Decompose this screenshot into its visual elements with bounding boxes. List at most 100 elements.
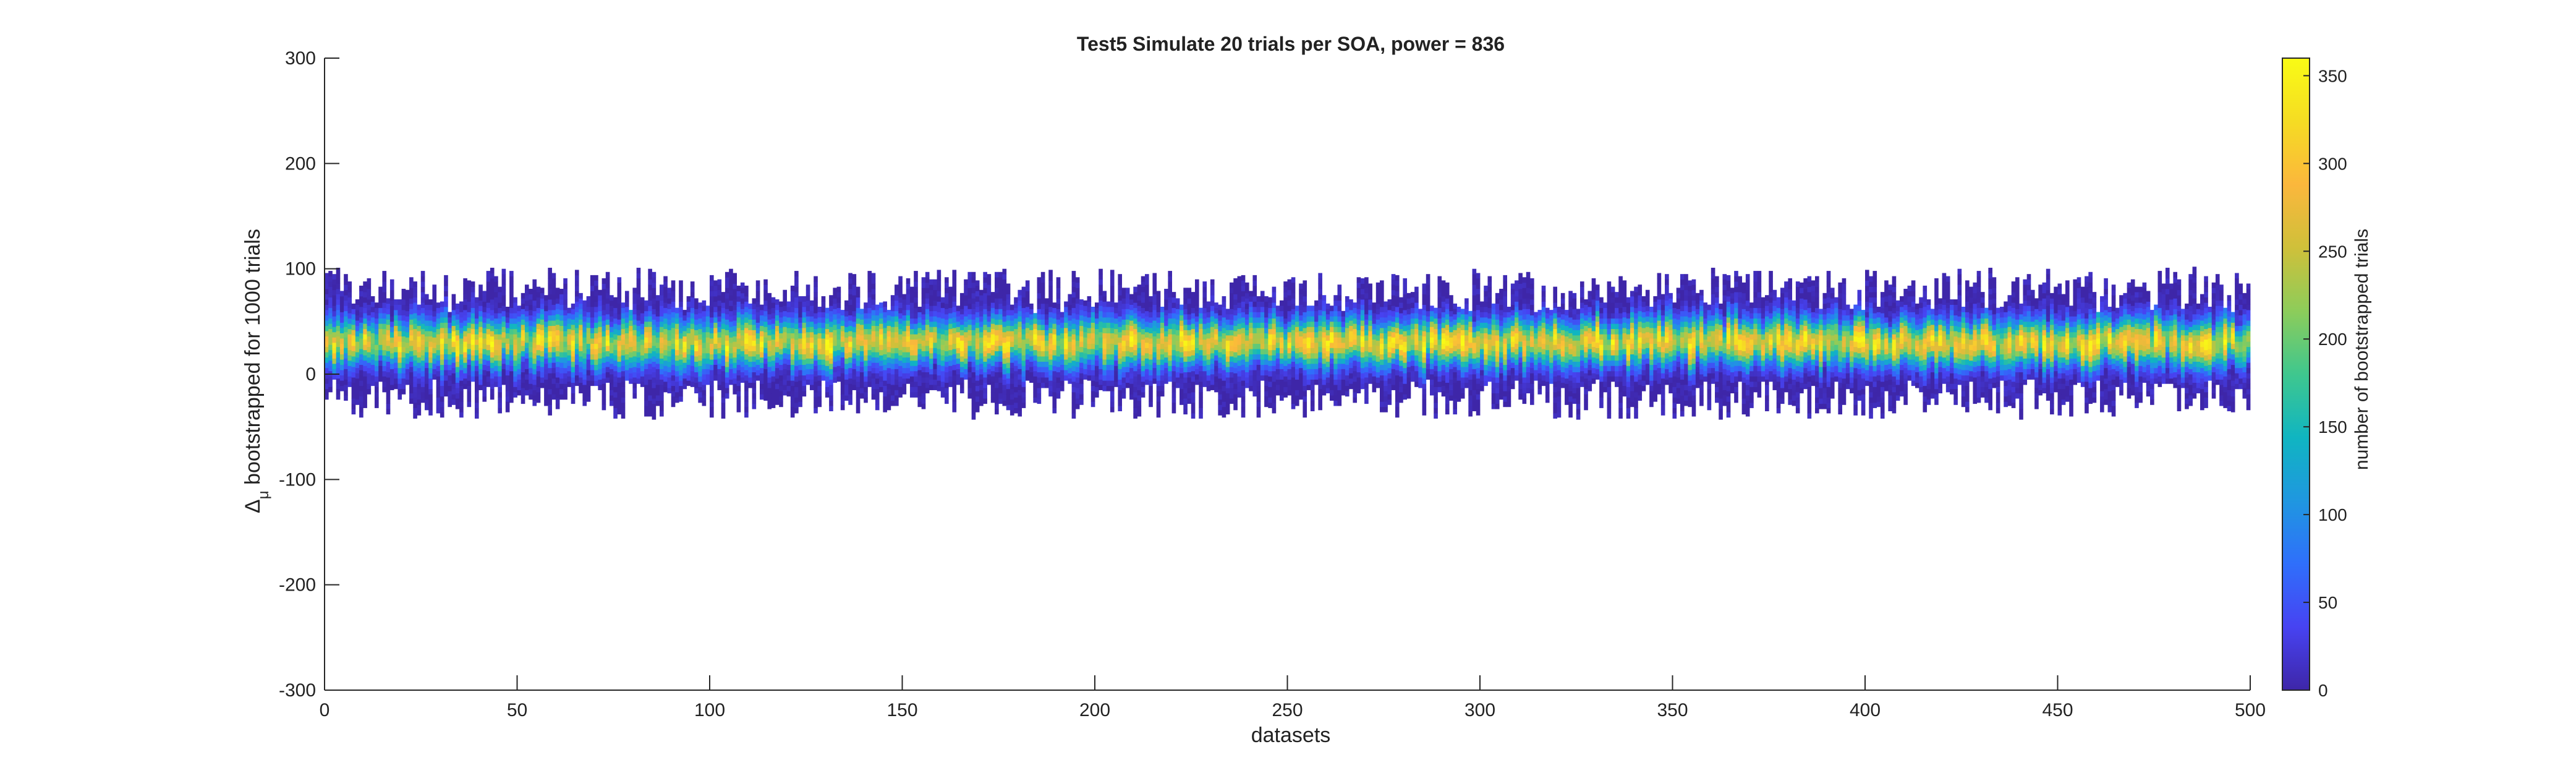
heatmap-cell xyxy=(755,317,760,323)
heatmap-cell xyxy=(1160,328,1165,333)
heatmap-cell xyxy=(740,319,745,325)
heatmap-cell xyxy=(1106,380,1111,386)
heatmap-cell xyxy=(983,361,987,367)
heatmap-cell xyxy=(1052,408,1057,414)
heatmap-cell xyxy=(482,291,487,297)
heatmap-cell xyxy=(624,306,629,312)
heatmap-cell xyxy=(351,398,356,404)
heatmap-cell xyxy=(1071,386,1076,393)
heatmap-cell xyxy=(967,382,972,388)
heatmap-cell xyxy=(798,306,802,312)
heatmap-cell xyxy=(629,357,633,363)
heatmap-cell xyxy=(682,373,687,379)
heatmap-cell xyxy=(959,324,964,330)
heatmap-cell xyxy=(448,317,452,323)
heatmap-cell xyxy=(1164,373,1168,379)
heatmap-cell xyxy=(621,376,626,382)
heatmap-cell xyxy=(890,321,895,327)
heatmap-cell xyxy=(548,331,552,337)
heatmap-cell xyxy=(948,302,953,309)
heatmap-cell xyxy=(902,362,907,369)
heatmap-cell xyxy=(1129,310,1134,316)
heatmap-cell xyxy=(725,382,729,388)
heatmap-cell xyxy=(636,289,641,294)
heatmap-cell xyxy=(667,372,672,378)
heatmap-cell xyxy=(444,364,448,370)
heatmap-cell xyxy=(1014,302,1018,309)
heatmap-cell xyxy=(686,380,691,386)
dataset-column xyxy=(478,284,483,390)
heatmap-cell xyxy=(836,349,841,356)
heatmap-cell xyxy=(809,321,814,327)
heatmap-cell xyxy=(540,372,545,378)
heatmap-cell xyxy=(895,289,899,296)
heatmap-cell xyxy=(459,317,464,323)
heatmap-cell xyxy=(501,316,506,322)
heatmap-cell xyxy=(902,315,907,321)
heatmap-cell xyxy=(524,316,529,322)
heatmap-cell xyxy=(1125,288,1130,294)
heatmap-cell xyxy=(786,328,791,333)
heatmap-cell xyxy=(917,317,922,323)
heatmap-cell xyxy=(601,325,606,331)
heatmap-cell xyxy=(690,307,695,314)
heatmap-cell xyxy=(394,304,398,310)
heatmap-cell xyxy=(987,289,992,296)
heatmap-cell xyxy=(1118,284,1123,291)
heatmap-cell xyxy=(775,399,780,405)
heatmap-cell xyxy=(325,304,329,310)
heatmap-cell xyxy=(990,307,995,314)
heatmap-cell xyxy=(1137,369,1142,375)
heatmap-cell xyxy=(871,273,876,279)
heatmap-cell xyxy=(601,383,606,390)
heatmap-cell xyxy=(559,367,564,374)
heatmap-cell xyxy=(945,356,949,362)
heatmap-cell xyxy=(859,324,864,330)
heatmap-cell xyxy=(524,331,529,338)
heatmap-cell xyxy=(987,295,992,301)
heatmap-cell xyxy=(1079,357,1084,363)
heatmap-cell xyxy=(725,277,729,283)
heatmap-cell xyxy=(840,383,845,390)
heatmap-cell xyxy=(902,388,907,395)
heatmap-cell xyxy=(632,361,637,367)
heatmap-cell xyxy=(921,398,926,404)
heatmap-cell xyxy=(355,304,360,310)
heatmap-cell xyxy=(1171,402,1176,408)
heatmap-cell xyxy=(378,360,383,366)
heatmap-cell xyxy=(1125,346,1130,351)
heatmap-cell xyxy=(690,313,695,319)
heatmap-cell xyxy=(967,271,972,278)
heatmap-cell xyxy=(990,292,995,298)
heatmap-cell xyxy=(717,295,722,301)
heatmap-cell xyxy=(594,280,598,286)
dataset-column xyxy=(463,278,467,390)
dataset-column xyxy=(594,275,598,386)
heatmap-cell xyxy=(1002,379,1007,385)
heatmap-cell xyxy=(579,372,583,378)
heatmap-cell xyxy=(579,309,583,315)
heatmap-cell xyxy=(809,374,814,380)
heatmap-cell xyxy=(386,303,391,309)
heatmap-cell xyxy=(809,305,814,312)
heatmap-cell xyxy=(748,303,752,309)
heatmap-cell xyxy=(621,349,626,356)
heatmap-cell xyxy=(1164,346,1168,352)
heatmap-cell xyxy=(344,352,348,359)
heatmap-cell xyxy=(574,370,579,376)
heatmap-cell xyxy=(725,351,729,357)
heatmap-cell xyxy=(790,401,795,408)
dataset-column xyxy=(948,286,953,387)
heatmap-cell xyxy=(975,364,980,370)
dataset-column xyxy=(1137,284,1142,417)
heatmap-cell xyxy=(859,361,864,367)
heatmap-cell xyxy=(867,286,872,293)
heatmap-cell xyxy=(660,385,664,390)
heatmap-cell xyxy=(717,379,722,385)
heatmap-cell xyxy=(871,336,876,342)
heatmap-cell xyxy=(755,291,760,297)
heatmap-cell xyxy=(983,346,987,351)
heatmap-cell xyxy=(733,357,738,363)
heatmap-cell xyxy=(548,299,552,305)
heatmap-cell xyxy=(478,352,483,359)
